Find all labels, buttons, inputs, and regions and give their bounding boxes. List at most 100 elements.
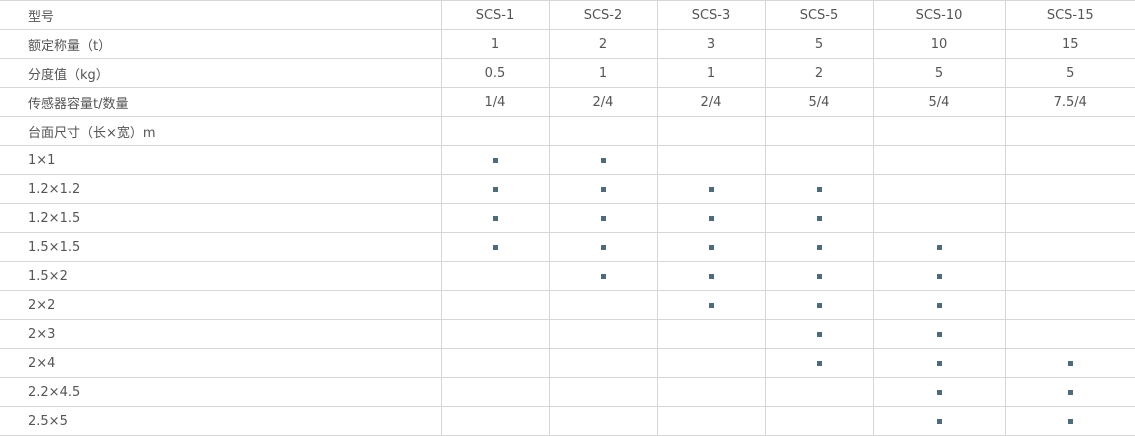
square-bullet-icon [936,273,942,279]
column-header: SCS-10 [872,0,1006,30]
table-cell [872,203,1006,233]
table-cell [1004,319,1135,349]
square-bullet-icon [600,244,606,250]
column-header: SCS-2 [548,0,658,30]
table-cell [764,406,874,436]
table-cell [764,203,874,233]
table-cell [548,377,658,407]
table-row: 额定称量（t） 1 2 3 5 10 15 [0,29,1135,59]
table-cell [548,406,658,436]
table-cell [656,203,766,233]
table-cell [548,232,658,262]
square-bullet-icon [816,360,822,366]
table-cell [440,232,550,262]
table-cell [656,174,766,204]
table-cell [548,290,658,320]
table-cell [656,406,766,436]
square-bullet-icon [1067,418,1073,424]
table-cell [548,348,658,378]
size-row: 2×3 [0,319,1135,349]
table-cell [872,319,1006,349]
size-label: 1.5×1.5 [0,232,442,262]
table-cell: 2 [548,29,658,59]
table-cell [1004,377,1135,407]
table-cell: 2/4 [548,87,658,117]
row-label: 台面尺寸（长×宽）m [0,116,442,146]
size-label: 1×1 [0,145,442,175]
square-bullet-icon [816,244,822,250]
table-cell: 5/4 [872,87,1006,117]
table-cell [656,319,766,349]
table-cell [764,319,874,349]
size-label: 2×4 [0,348,442,378]
table-cell [656,145,766,175]
square-bullet-icon [600,186,606,192]
size-row: 1.5×2 [0,261,1135,291]
table-cell [872,348,1006,378]
table-cell [872,174,1006,204]
table-cell [440,203,550,233]
size-label: 1.5×2 [0,261,442,291]
table-cell [764,290,874,320]
table-cell [872,261,1006,291]
square-bullet-icon [936,302,942,308]
table-cell [1004,174,1135,204]
size-row: 1.2×1.5 [0,203,1135,233]
square-bullet-icon [600,215,606,221]
square-bullet-icon [492,215,498,221]
table-cell: 5 [764,29,874,59]
table-cell [872,377,1006,407]
table-cell [440,319,550,349]
table-cell [440,406,550,436]
square-bullet-icon [708,302,714,308]
table-cell [656,377,766,407]
square-bullet-icon [816,302,822,308]
table-cell [656,261,766,291]
size-row: 2×4 [0,348,1135,378]
table-cell [548,145,658,175]
table-cell [764,145,874,175]
table-cell [656,116,766,146]
square-bullet-icon [1067,360,1073,366]
square-bullet-icon [600,157,606,163]
size-label: 2×3 [0,319,442,349]
square-bullet-icon [816,215,822,221]
size-label: 2.5×5 [0,406,442,436]
table-cell [872,116,1006,146]
table-cell [764,174,874,204]
square-bullet-icon [492,244,498,250]
table-cell [764,261,874,291]
table-cell [548,261,658,291]
table-cell: 3 [656,29,766,59]
table-cell [440,290,550,320]
table-cell [764,232,874,262]
header-row: 型号 SCS-1 SCS-2 SCS-3 SCS-5 SCS-10 SCS-15 [0,0,1135,30]
square-bullet-icon [708,244,714,250]
table-cell [656,348,766,378]
square-bullet-icon [708,273,714,279]
square-bullet-icon [936,331,942,337]
square-bullet-icon [708,186,714,192]
table-cell [440,145,550,175]
table-cell [548,174,658,204]
table-cell [1004,116,1135,146]
table-cell [548,319,658,349]
square-bullet-icon [708,215,714,221]
table-cell [548,203,658,233]
table-cell: 1 [548,58,658,88]
square-bullet-icon [936,389,942,395]
row-label: 传感器容量t/数量 [0,87,442,117]
table-cell [1004,261,1135,291]
row-header-label: 型号 [0,0,442,30]
table-cell: 5 [1004,58,1135,88]
table-cell: 1 [656,58,766,88]
square-bullet-icon [936,418,942,424]
table-cell: 5/4 [764,87,874,117]
square-bullet-icon [936,360,942,366]
table-cell [656,232,766,262]
table-cell [872,406,1006,436]
square-bullet-icon [492,186,498,192]
size-row: 2.2×4.5 [0,377,1135,407]
column-header: SCS-1 [440,0,550,30]
size-row: 1.2×1.2 [0,174,1135,204]
